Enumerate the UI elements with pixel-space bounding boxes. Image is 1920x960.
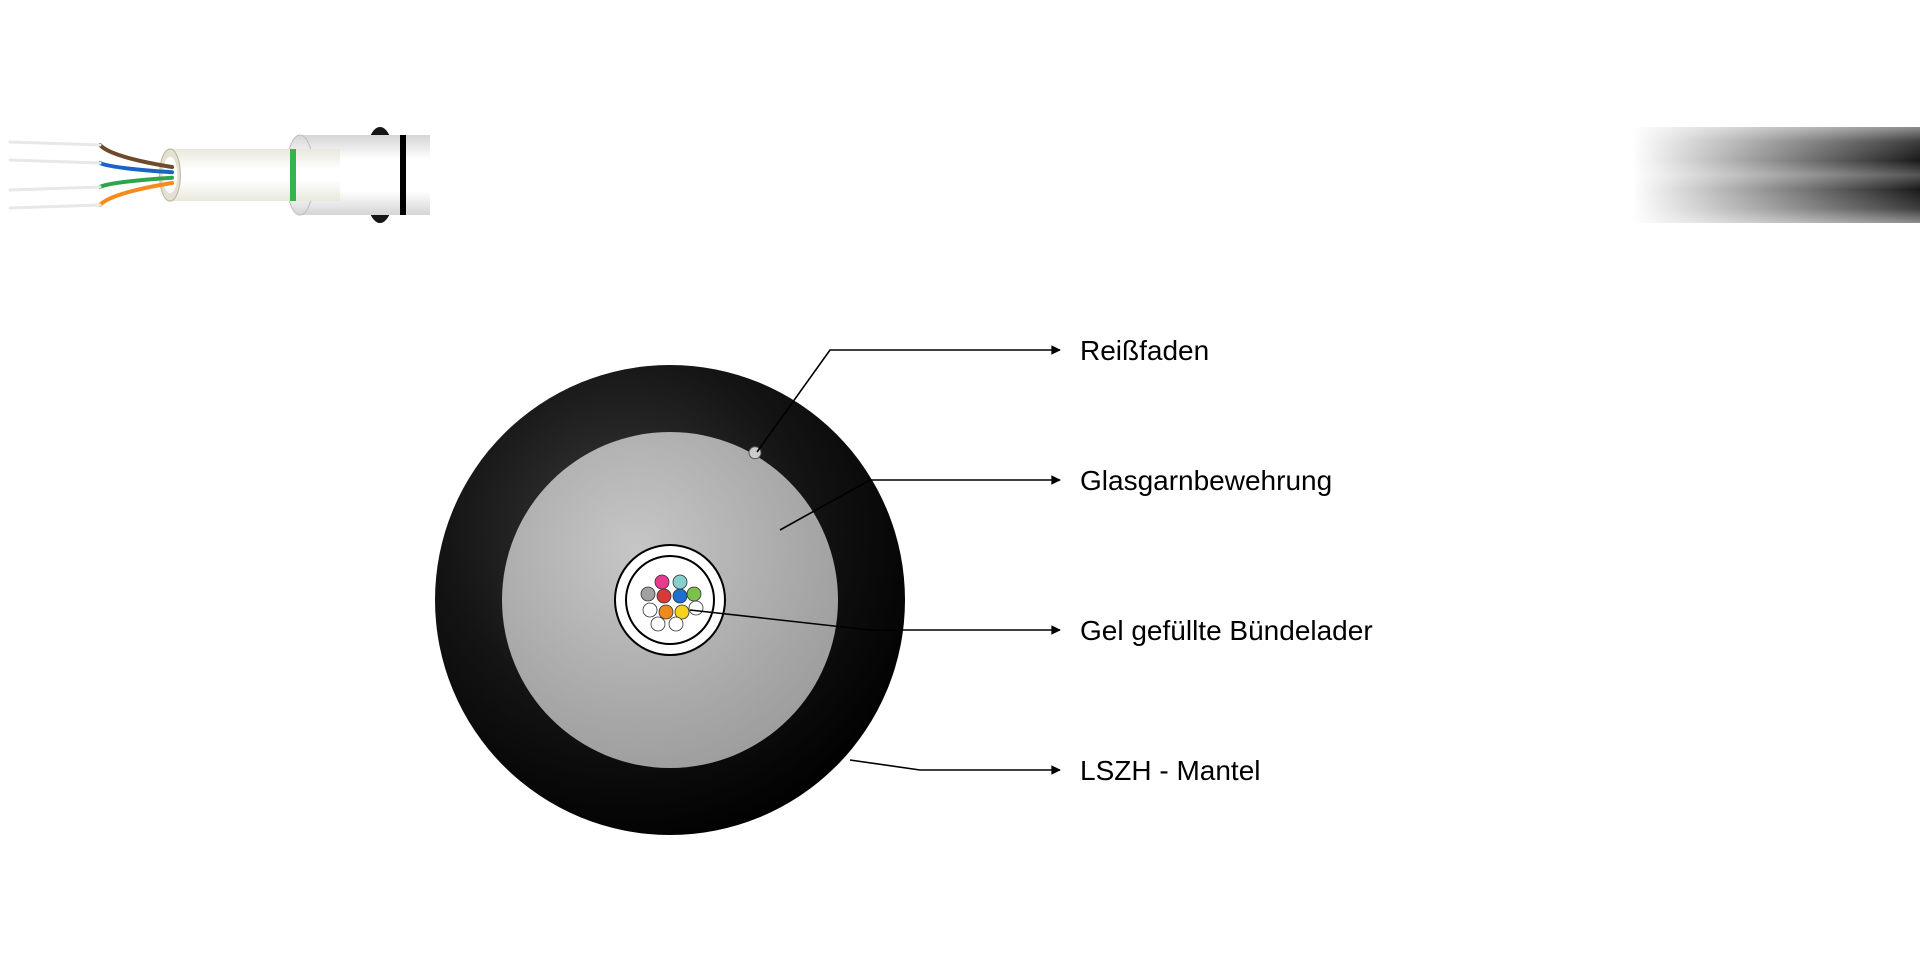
fiber-fiber_brown [100,145,172,167]
core-fiber-dot [643,603,657,617]
core-fiber-dot [673,575,687,589]
label-reissfaden: Reißfaden [1080,335,1209,366]
label-gel: Gel gefüllte Bündelader [1080,615,1373,646]
core-fiber-dot [673,589,687,603]
core-fiber-dot [687,587,701,601]
core-fiber-dot [689,601,703,615]
label-glasgarn: Glasgarnbewehrung [1080,465,1332,496]
cable-side-view [10,127,1920,223]
core-fiber-dot [659,605,673,619]
label-lszh: LSZH - Mantel [1080,755,1261,786]
cable-cross-section [435,365,905,835]
core-fiber-dot [641,587,655,601]
leader-lszh [850,760,1060,770]
core-fiber-dot [657,589,671,603]
core-fiber-dot [669,617,683,631]
core-fiber-dot [655,575,669,589]
core-fiber-dot [651,617,665,631]
fiber-fiber_orange [100,183,172,205]
